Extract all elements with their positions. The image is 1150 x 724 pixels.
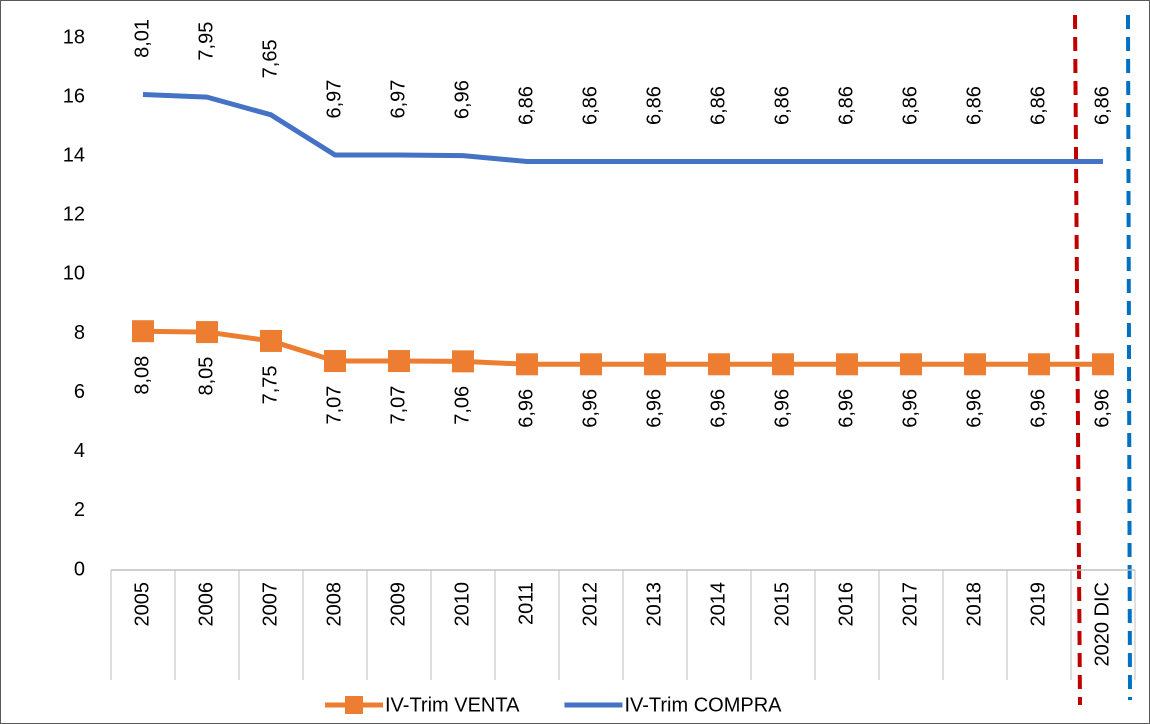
data-point: [1028, 353, 1050, 376]
data-label: 7,65: [259, 39, 281, 78]
x-tick-label: 2012: [579, 582, 601, 627]
x-tick-label: 2014: [707, 582, 729, 627]
data-label: 6,86: [643, 86, 665, 125]
x-tick-label: 2015: [771, 582, 793, 627]
data-label: 6,96: [771, 389, 793, 428]
x-tick-label: 2016: [835, 582, 857, 627]
blue-dashed-marker: [1126, 14, 1132, 701]
x-tick-label: 2006: [195, 582, 217, 627]
y-tick-label: 16: [63, 85, 85, 107]
data-label: 6,96: [835, 389, 857, 428]
data-point: [900, 353, 922, 376]
legend-label: IV-Trim VENTA: [385, 694, 520, 716]
data-point: [708, 353, 730, 376]
data-point: [452, 350, 474, 373]
y-tick-label: 14: [63, 145, 85, 167]
data-label: 6,86: [963, 86, 985, 125]
data-label: 6,86: [835, 86, 857, 125]
y-tick-label: 0: [74, 558, 85, 580]
data-point: [260, 329, 282, 352]
data-label: 8,08: [131, 356, 153, 395]
data-label: 6,96: [963, 389, 985, 428]
data-label: 6,96: [899, 389, 921, 428]
data-label: 6,86: [707, 86, 729, 125]
series-line: [142, 91, 1103, 165]
data-label: 6,86: [1027, 86, 1049, 125]
y-tick-label: 8: [74, 322, 85, 344]
data-label: 7,07: [387, 386, 409, 425]
data-label: 8,01: [131, 19, 153, 58]
y-tick-label: 18: [63, 26, 85, 48]
data-label: 7,07: [323, 386, 345, 425]
x-tick-label: 2005: [131, 582, 153, 627]
y-tick-label: 4: [74, 440, 85, 462]
data-point: [964, 353, 986, 376]
x-tick-label: 2013: [643, 582, 665, 627]
y-tick-label: 12: [63, 204, 85, 226]
data-point: [388, 350, 410, 373]
data-label: 6,96: [515, 389, 537, 428]
data-label: 6,86: [579, 86, 601, 125]
data-label: 6,96: [451, 80, 473, 119]
legend-label: IV-Trim COMPRA: [624, 694, 782, 716]
y-tick-label: 2: [74, 499, 85, 521]
data-point: [836, 353, 858, 376]
data-point: [516, 353, 538, 376]
x-tick-label: 2018: [963, 582, 985, 627]
data-label: 6,86: [771, 86, 793, 125]
data-label: 7,06: [451, 386, 473, 425]
data-label: 7,95: [195, 22, 217, 61]
series-line: [142, 328, 1103, 367]
data-label: 6,96: [643, 389, 665, 428]
data-label: 6,86: [899, 86, 921, 125]
data-label: 6,97: [387, 80, 409, 119]
data-label: 6,96: [707, 389, 729, 428]
x-tick-label: 2010: [451, 582, 473, 627]
data-point: [1092, 353, 1114, 376]
data-point: [324, 350, 346, 373]
x-tick-label: 2007: [259, 582, 281, 627]
data-label: 6,96: [1091, 389, 1113, 428]
data-label: 6,86: [1091, 86, 1113, 125]
data-label: 6,96: [579, 389, 601, 428]
data-label: 8,05: [195, 357, 217, 396]
data-point: [772, 353, 794, 376]
x-tick-label: 2008: [323, 582, 345, 627]
x-tick-label: 2020 DIC: [1091, 582, 1113, 667]
x-tick-label: 2009: [387, 582, 409, 627]
x-tick-label: 2017: [899, 582, 921, 627]
y-tick-label: 10: [63, 263, 85, 285]
legend-marker: [345, 696, 363, 714]
x-tick-label: 2011: [515, 582, 537, 625]
x-tick-label: 2019: [1027, 582, 1049, 627]
data-label: 6,97: [323, 80, 345, 119]
data-point: [196, 321, 218, 344]
data-label: 7,75: [259, 365, 281, 404]
data-point: [132, 320, 154, 343]
y-tick-label: 6: [74, 381, 85, 403]
data-point: [580, 353, 602, 376]
data-point: [644, 353, 666, 376]
data-label: 6,86: [515, 86, 537, 125]
red-dashed-marker: [1073, 14, 1082, 706]
data-label: 6,96: [1027, 389, 1049, 428]
